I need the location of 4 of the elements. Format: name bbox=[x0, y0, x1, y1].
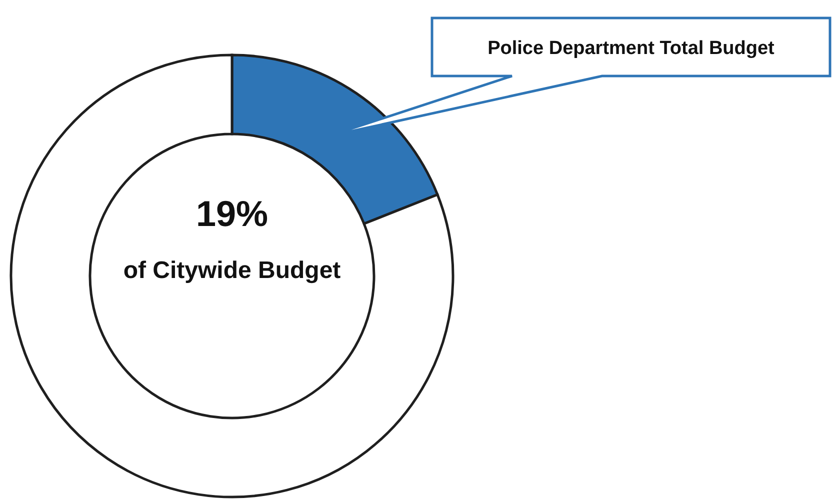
data-label: 19% bbox=[196, 193, 268, 234]
donut-slice bbox=[10, 54, 454, 498]
text: of Citywide Budget bbox=[123, 257, 341, 284]
slice-label: Police Department Total Budget bbox=[488, 38, 776, 59]
